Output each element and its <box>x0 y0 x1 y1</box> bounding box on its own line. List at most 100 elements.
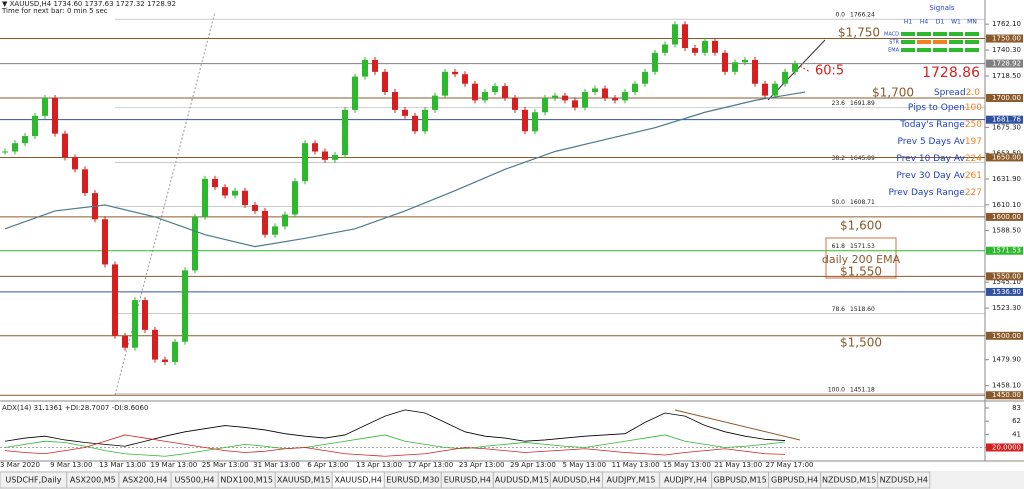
tab-label[interactable]: ASX200,M5 <box>70 476 116 485</box>
level-label: 1681.76 <box>992 116 1021 124</box>
info-value: 197 <box>965 137 982 147</box>
tab[interactable]: NZDUSD,H4 <box>877 471 931 489</box>
x-tick-label: 21 May 13:00 <box>714 461 762 469</box>
candle <box>732 62 738 72</box>
tab-label[interactable]: EURUSD,M30 <box>386 476 439 485</box>
candle <box>492 86 498 93</box>
info-value: 227 <box>965 188 982 198</box>
tab[interactable]: AUDJPY,M15 <box>602 471 660 489</box>
signal-cell <box>965 32 979 36</box>
tab-label[interactable]: NDX100,M15 <box>220 476 273 485</box>
tab-bg[interactable] <box>877 471 931 489</box>
tab-label[interactable]: XAUUSD,H4 <box>334 476 382 485</box>
y-tick-label: 20.0000 <box>992 443 1021 451</box>
tab[interactable]: USDCHF,Daily <box>0 471 68 489</box>
tab[interactable]: AUDJPY,H4 <box>659 471 713 489</box>
candle <box>622 92 628 101</box>
candle <box>172 341 178 362</box>
info-label: Prev 5 Days Av <box>897 137 965 147</box>
x-tick-label: 13 Apr 13:00 <box>356 461 402 469</box>
info-label: Prev Days Range <box>888 188 965 198</box>
candle <box>692 48 698 53</box>
tab[interactable]: AUDUSD,H4 <box>549 471 604 489</box>
candle <box>632 83 638 93</box>
tab-label[interactable]: GBPUSD,H4 <box>771 476 818 485</box>
candle <box>202 178 208 217</box>
x-tick-label: 6 Apr 13:00 <box>307 461 348 469</box>
candle <box>362 59 368 77</box>
tab[interactable]: GBPUSD,H4 <box>768 471 822 489</box>
candle <box>472 83 478 101</box>
info-row: Prev 10 Day Av224 <box>896 154 982 164</box>
candle <box>252 205 258 211</box>
info-value: 100 <box>965 103 982 113</box>
annotation: $1,550 <box>840 265 882 279</box>
signal-cell <box>901 48 915 52</box>
tab[interactable]: ASX200,M5 <box>66 471 120 489</box>
candle <box>712 40 718 53</box>
tab[interactable]: EURUSD,H4 <box>440 471 494 489</box>
tab-label[interactable]: AUDJPY,M15 <box>606 476 655 485</box>
level-box <box>986 287 1023 296</box>
fib-level: 50.0 <box>832 199 846 206</box>
tab-label[interactable]: AUDUSD,H4 <box>552 476 600 485</box>
tab-label[interactable]: XAUUSD,M15 <box>277 476 331 485</box>
level-label: 1750.00 <box>992 35 1021 43</box>
info-row: Prev Days Range227 <box>888 188 982 198</box>
level-box <box>986 443 1023 452</box>
candle <box>702 40 708 53</box>
candle <box>282 214 288 227</box>
level-box <box>986 115 1023 124</box>
candle <box>462 74 468 84</box>
tab[interactable]: GBPUSD,M15 <box>711 471 770 489</box>
candle <box>332 155 338 160</box>
candle <box>102 219 108 265</box>
candle <box>112 264 118 336</box>
info-value: 261 <box>965 171 982 181</box>
candle <box>512 97 518 110</box>
tab-label[interactable]: AUDUSD,M15 <box>495 476 549 485</box>
tab-label[interactable]: NZDUSD,H4 <box>880 476 928 485</box>
level-box <box>986 153 1023 162</box>
candle <box>222 187 228 196</box>
tab[interactable]: XAUUSD,H4 <box>331 471 385 489</box>
candle <box>242 190 248 205</box>
candle <box>582 92 588 108</box>
tab[interactable]: ASX200,H4 <box>118 471 172 489</box>
candle <box>572 100 578 108</box>
tab[interactable]: AUDUSD,M15 <box>492 471 551 489</box>
signals-row: STR <box>889 40 899 46</box>
level-label: 1700.00 <box>992 94 1021 102</box>
tab[interactable]: XAUUSD,M15 <box>274 471 333 489</box>
tab-label[interactable]: GBPUSD,M15 <box>713 476 766 485</box>
y-tick-label: 1523.30 <box>992 304 1021 312</box>
signals-column: W1 <box>951 19 961 26</box>
tab-label[interactable]: USDCHF,Daily <box>5 476 61 485</box>
level-label: 1550.00 <box>992 272 1021 280</box>
info-label: Pips to Open <box>908 103 965 113</box>
info-value: 224 <box>965 154 982 164</box>
tab-label[interactable]: ASX200,H4 <box>122 476 167 485</box>
tab-label[interactable]: NZDUSD,M15 <box>822 476 876 485</box>
tab-label[interactable]: US500,H4 <box>175 476 215 485</box>
y-tick-label: 1740.30 <box>992 46 1021 54</box>
signal-cell <box>933 48 947 52</box>
signals-column: H1 <box>904 19 913 26</box>
candle <box>452 71 458 75</box>
tab[interactable]: NDX100,M15 <box>217 471 276 489</box>
tab[interactable]: US500,H4 <box>170 471 219 489</box>
candle <box>22 136 28 144</box>
candle <box>292 181 298 215</box>
y-tick-label: 1631.90 <box>992 175 1021 183</box>
candle <box>652 52 658 72</box>
candle <box>142 300 148 330</box>
x-tick-label: 5 May 13:00 <box>563 461 607 469</box>
candle <box>752 59 758 84</box>
y-tick-label: 1610.10 <box>992 201 1021 209</box>
tab[interactable]: EURUSD,M30 <box>383 471 442 489</box>
tab-label[interactable]: AUDJPY,H4 <box>664 476 707 485</box>
fib-price: 1691.89 <box>850 100 875 107</box>
tab-label[interactable]: EURUSD,H4 <box>444 476 491 485</box>
tab[interactable]: NZDUSD,M15 <box>820 471 879 489</box>
